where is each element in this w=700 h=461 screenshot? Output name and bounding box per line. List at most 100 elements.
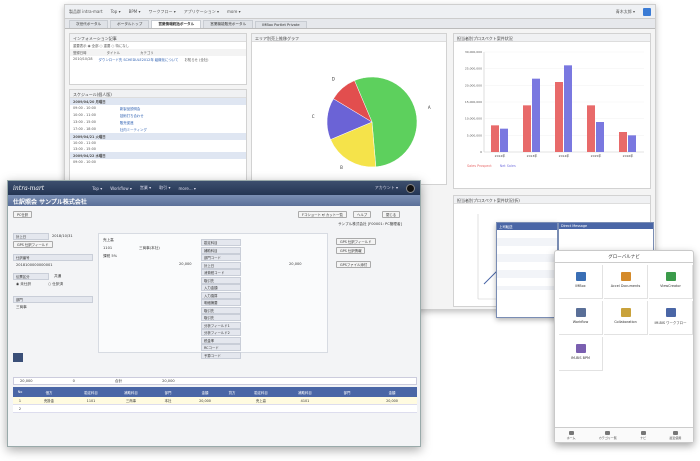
nav-top[interactable]: Top ▾ xyxy=(92,185,103,191)
table-cell: 20,000 xyxy=(199,398,211,403)
entry-date-label: 計上日 xyxy=(13,233,49,240)
nav-more[interactable]: more... ▾ xyxy=(178,185,196,191)
info-header-date: 登録日時 xyxy=(73,51,87,55)
main-window: intra-mart Top ▾ Workflow ▾ 営業 ▾ 取引 ▾ mo… xyxy=(7,180,421,447)
app-icon xyxy=(620,272,631,281)
table-cell: 売掛金 xyxy=(43,399,55,403)
tile-label: IMBox xyxy=(575,284,586,288)
tab-portal-0[interactable]: 次世代ポータル xyxy=(69,20,109,28)
back-button[interactable]: Fコショート ▾/ カット一覧 xyxy=(298,211,347,218)
pie-panel-title: エリア別売上推移グラフ xyxy=(252,34,446,42)
tile-label: IM-BIS ワークフロー xyxy=(654,321,687,325)
mobile-tile[interactable]: ViewCreator xyxy=(649,265,693,299)
schedule-note[interactable]: 新製品説明会 xyxy=(119,107,141,111)
radio-unposted[interactable]: ◉ 未仕訳 xyxy=(16,282,32,286)
schedule-time: 17:00 - 18:00 xyxy=(73,127,96,131)
side-label: 税金率 xyxy=(201,336,241,344)
table-header-cell: 補助科目 xyxy=(298,390,312,395)
bar-net xyxy=(564,65,572,152)
table-row[interactable]: 1 売掛金 1101 三商事 本社 20,000 売上高 4101 20,000 xyxy=(13,397,417,405)
pie-label: D xyxy=(332,76,335,81)
bar-y-tick: 0 xyxy=(480,150,482,154)
bar-panel: 担当者別プロスペクト案件状況 0 5,000,000 10,000,000 15,00… xyxy=(453,33,651,189)
info-row-category: お知らせ (全社) xyxy=(184,58,209,62)
recent-button[interactable]: 最近使用 xyxy=(669,430,681,440)
page-title: 仕訳照会 サンプル株式会社 xyxy=(8,195,420,206)
schedule-note[interactable]: 技術打ち合わせ xyxy=(119,114,144,118)
total-tax: 0 xyxy=(72,379,75,383)
schedule-time: 10:00 - 11:00 xyxy=(73,113,96,117)
portal-menu-brand[interactable]: 製品群 intra-mart xyxy=(69,8,103,14)
tile-label: IM-BIS BPM xyxy=(571,356,590,360)
table-row[interactable]: 2 xyxy=(13,405,417,413)
totals-row: 20,000 0 合計 20,000 xyxy=(13,377,417,385)
mobile-tile[interactable]: Collaboration xyxy=(604,301,648,335)
nav-button[interactable]: ナビ xyxy=(640,430,646,440)
table-cell: 三商事 xyxy=(125,399,137,403)
table-header-cell: 部門 xyxy=(164,390,172,395)
mobile-tile[interactable]: IMBox xyxy=(559,265,603,299)
side-label: RCコード xyxy=(201,344,241,351)
portal-topbar: 製品群 intra-mart Top ▾ BPM ▾ ワークフロー ▾ アプリケ… xyxy=(65,5,655,19)
nav-sales[interactable]: 営業 ▾ xyxy=(139,185,152,190)
gps-file-button[interactable]: GPSファイル添付 xyxy=(336,261,372,268)
tab-portal-1[interactable]: ポータルトップ xyxy=(110,20,150,28)
table-header-cell: 補助科目 xyxy=(124,390,138,395)
dept-label: 部門 xyxy=(13,296,93,303)
bar-x-tick: 2014年 xyxy=(559,153,570,158)
account-value: 売上高 xyxy=(103,238,114,242)
portal-help-icon[interactable] xyxy=(643,7,651,16)
pc-journal-button[interactable]: PC仕訳 xyxy=(13,211,33,218)
gps-field-button[interactable]: GPS 仕訳フィールド xyxy=(336,238,376,245)
info-row-title[interactable]: ダウンロード先 SCHEDULE2012年 組織化について xyxy=(98,58,179,62)
mobile-tile[interactable]: Workflow xyxy=(559,301,603,335)
gps-button-small[interactable]: GPS 仕訳フィールド xyxy=(13,241,53,248)
tab-portal-4[interactable]: IMBox Portlet Private xyxy=(255,21,307,28)
info-filters[interactable]: 重要表示 ◉ 全部 ○ 重要 ○ 特になし xyxy=(73,44,130,48)
portal-menu-apps[interactable]: アプリケーション ▾ xyxy=(183,8,219,14)
side-label-column: 勘定科目 補助科目 部門コード 計上日 消費税コード 取引先 入力金額 入力換算 明細摘要 取引先… xyxy=(201,239,241,359)
tab-portal-3[interactable]: 営業機能販売ポータル xyxy=(203,20,254,28)
transfer-popup: 上司転送 xyxy=(496,222,558,318)
sub-account-value: 1101 xyxy=(103,246,113,250)
info-header-category: カテゴリ xyxy=(140,51,154,55)
mobile-tile[interactable]: Accel Documents xyxy=(604,265,648,299)
home-button[interactable]: ホーム xyxy=(567,430,576,440)
help-button[interactable]: ヘルプ xyxy=(353,211,372,218)
portal-menu-top[interactable]: Top ▾ xyxy=(110,9,121,14)
portal-menu-workflow[interactable]: ワークフロー ▾ xyxy=(148,8,176,14)
user-menu[interactable]: アカウント ▾ xyxy=(374,185,398,190)
bar-x-tick: 2015年 xyxy=(591,153,602,158)
portal-menu-bpm[interactable]: BPM ▾ xyxy=(128,9,141,14)
table-header: No 借方 勘定科目 補助科目 部門 金額 貸方 勘定科目 補助科目 部門 金額 xyxy=(13,387,417,397)
mobile-tile[interactable]: IM-BIS ワークフロー xyxy=(649,301,693,335)
radio-posted[interactable]: ○ 仕訳済 xyxy=(48,282,64,286)
schedule-time: 09:00 - 10:00 xyxy=(73,160,96,164)
pie-panel: エリア別売上推移グラフ A B C D xyxy=(251,33,447,185)
mobile-window: グローバルナビ IMBox Accel Documents ViewCreator W… xyxy=(554,250,694,443)
bar-prospect xyxy=(555,82,563,152)
schedule-panel: スケジュール(個人版) 2009/04/20 月曜日 09:00 - 10:00… xyxy=(69,89,247,187)
info-header-title: タイトル xyxy=(106,51,121,55)
type-label: 伝票区分 xyxy=(13,273,49,280)
nav-workflow[interactable]: Workflow ▾ xyxy=(110,185,132,191)
close-button[interactable]: 閉じる xyxy=(382,211,401,218)
bar-net xyxy=(532,78,540,152)
table-header-cell: 借方 xyxy=(45,390,53,395)
main-header: intra-mart Top ▾ Workflow ▾ 営業 ▾ 取引 ▾ mo… xyxy=(8,181,420,195)
portal-menu-more[interactable]: more ▾ xyxy=(227,9,241,14)
table-cell: 2 xyxy=(18,406,22,411)
total-credit: 20,000 xyxy=(162,379,175,383)
category-button[interactable]: カテゴリ一覧 xyxy=(599,430,617,440)
bar-legend-prospect: Sales Prospect xyxy=(467,164,492,168)
dark-tag-icon xyxy=(13,353,23,362)
type-value[interactable]: 共通 xyxy=(54,274,62,278)
nav-trade[interactable]: 取引 ▾ xyxy=(159,185,171,190)
tab-portal-2[interactable]: 営業情報統括ポータル xyxy=(151,20,202,28)
schedule-note[interactable]: 販売促進 xyxy=(119,121,134,125)
portal-user-menu[interactable]: 青木太郎 ▾ xyxy=(615,8,635,14)
schedule-note[interactable]: 社内ミーティング xyxy=(119,128,147,132)
mobile-tile[interactable]: IM-BIS BPM xyxy=(559,337,603,371)
gps-info-button[interactable]: GPS 仕訳情報 xyxy=(336,247,366,254)
schedule-panel-title: スケジュール(個人版) xyxy=(70,90,246,98)
